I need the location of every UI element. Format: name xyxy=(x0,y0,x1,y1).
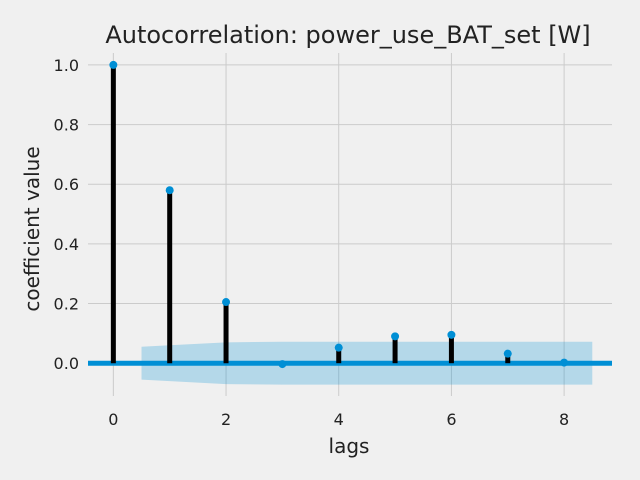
y-tick-label: 0.0 xyxy=(54,354,79,373)
stem-marker xyxy=(447,330,456,339)
y-tick-label: 0.4 xyxy=(54,235,79,254)
stem-marker xyxy=(109,60,118,69)
stem-marker xyxy=(165,186,174,195)
x-tick-label: 2 xyxy=(221,410,231,429)
stem-marker xyxy=(334,343,343,352)
stem-marker xyxy=(222,298,231,307)
y-tick-labels: 0.0 0.2 0.4 0.6 0.8 1.0 xyxy=(54,56,79,373)
y-tick-label: 1.0 xyxy=(54,56,79,75)
chart-title: Autocorrelation: power_use_BAT_set [W] xyxy=(105,21,590,49)
stem-series xyxy=(109,60,569,369)
y-tick-label: 0.6 xyxy=(54,175,79,194)
y-axis-title: coefficient value xyxy=(20,146,44,311)
x-tick-label: 8 xyxy=(559,410,569,429)
stem-marker xyxy=(560,358,569,367)
x-tick-label: 0 xyxy=(108,410,118,429)
stem-marker xyxy=(278,360,287,369)
stem-marker xyxy=(503,349,512,358)
y-tick-label: 0.2 xyxy=(54,295,79,314)
x-tick-labels: 0 2 4 6 8 xyxy=(108,410,569,429)
x-axis-title: lags xyxy=(329,434,370,458)
stem-marker xyxy=(391,332,400,341)
x-tick-label: 6 xyxy=(446,410,456,429)
x-tick-label: 4 xyxy=(334,410,344,429)
y-tick-label: 0.8 xyxy=(54,116,79,135)
